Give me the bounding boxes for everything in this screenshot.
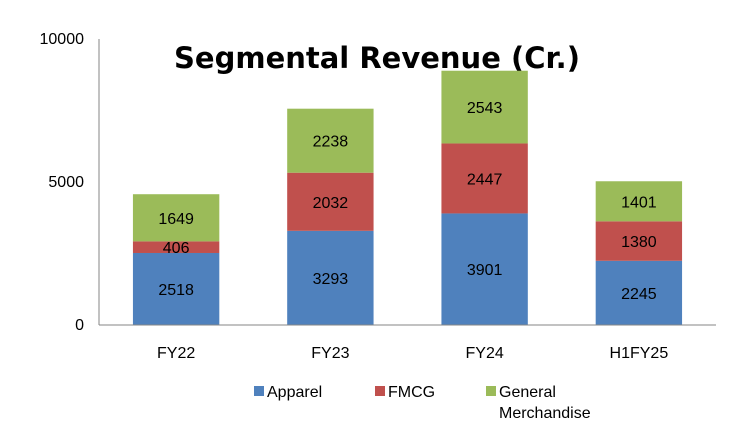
data-label: 2543 xyxy=(467,100,503,117)
bar-segment-fmcg xyxy=(287,172,374,231)
x-category-label: FY24 xyxy=(466,345,504,362)
data-label: 1380 xyxy=(621,234,657,251)
bar-segment-apparel xyxy=(132,252,220,325)
bar-segment-fmcg xyxy=(441,143,528,214)
data-label: 2032 xyxy=(313,195,349,212)
legend-label: Merchandise xyxy=(499,405,591,422)
bar-segment-general-merchandise xyxy=(287,108,374,173)
legend-swatch xyxy=(486,386,496,396)
data-label: 3293 xyxy=(313,271,349,288)
y-tick-label: 5000 xyxy=(48,174,84,191)
data-label: 2447 xyxy=(467,171,503,188)
bar-segment-general-merchandise xyxy=(441,70,528,144)
data-label: 2518 xyxy=(158,282,194,299)
y-tick-label: 0 xyxy=(75,317,84,334)
legend-label: FMCG xyxy=(388,384,435,401)
y-tick-label: 10000 xyxy=(40,31,85,48)
data-label: 3901 xyxy=(467,262,503,279)
legend-label: Apparel xyxy=(267,384,322,401)
x-category-label: FY23 xyxy=(311,345,349,362)
x-category-label: FY22 xyxy=(157,345,195,362)
chart-title: Segmental Revenue (Cr.) xyxy=(174,41,580,75)
legend-swatch xyxy=(254,386,264,396)
data-label: 406 xyxy=(163,240,190,257)
bar-segment-apparel xyxy=(287,230,374,325)
bar-segment-fmcg xyxy=(132,241,220,253)
data-label: 1649 xyxy=(158,211,194,228)
data-label: 2245 xyxy=(621,286,657,303)
legend-swatch xyxy=(375,386,385,396)
x-category-label: H1FY25 xyxy=(610,345,669,362)
bar-segment-apparel xyxy=(595,260,683,325)
legend-label: General xyxy=(499,384,556,401)
data-label: 1401 xyxy=(621,194,657,211)
bar-segment-apparel xyxy=(441,213,528,325)
bar-segment-fmcg xyxy=(595,221,683,261)
data-label: 2238 xyxy=(313,134,349,151)
bar-segment-general-merchandise xyxy=(595,181,683,222)
bar-segment-general-merchandise xyxy=(132,194,220,242)
